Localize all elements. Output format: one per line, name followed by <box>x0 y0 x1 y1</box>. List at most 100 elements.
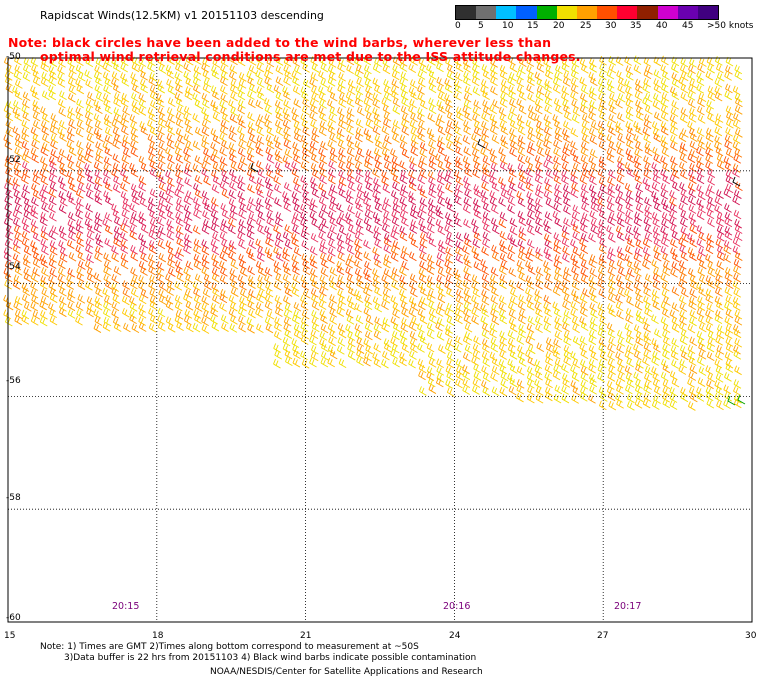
legend-swatch <box>697 6 719 19</box>
wind-barb <box>635 379 643 389</box>
wind-barb <box>670 120 679 130</box>
wind-barb <box>417 107 425 117</box>
wind-barb <box>553 244 561 255</box>
wind-barb <box>148 230 157 240</box>
wind-barb <box>103 266 111 276</box>
wind-barb <box>129 230 138 241</box>
wind-barb <box>265 287 274 298</box>
wind-barb <box>255 146 264 157</box>
wind-barb <box>688 84 696 94</box>
wind-barb <box>581 120 590 131</box>
wind-barb <box>220 267 228 277</box>
wind-barb <box>138 281 146 292</box>
wind-barb <box>23 149 32 159</box>
wind-barb <box>311 188 320 198</box>
wind-barb <box>273 266 282 276</box>
wind-barb <box>49 287 58 298</box>
wind-barb <box>104 146 113 157</box>
wind-barb <box>482 238 490 249</box>
wind-barb <box>32 232 41 242</box>
wind-barb <box>472 343 481 353</box>
wind-barb <box>536 78 545 88</box>
wind-barb <box>463 301 472 312</box>
wind-barb <box>149 218 158 228</box>
wind-barb <box>463 272 472 283</box>
wind-barb <box>203 310 211 320</box>
wind-barb <box>76 231 84 242</box>
wind-barb <box>13 238 21 249</box>
wind-barb <box>284 161 293 171</box>
wind-barb <box>678 365 687 375</box>
wind-barb <box>625 336 634 346</box>
wind-barb <box>705 189 713 200</box>
wind-barb <box>618 267 626 277</box>
wind-barb <box>454 135 463 145</box>
wind-barb <box>85 182 94 193</box>
wind-barb <box>67 309 76 319</box>
wind-barb <box>204 280 212 291</box>
wind-barb <box>653 343 661 353</box>
wind-barb <box>491 365 500 376</box>
wind-barb <box>732 296 741 306</box>
wind-barb <box>13 190 22 200</box>
wind-barb <box>363 71 372 82</box>
wind-barb <box>688 204 697 214</box>
wind-barb <box>499 211 508 222</box>
wind-barb <box>255 301 264 312</box>
wind-barb <box>148 76 157 87</box>
wind-barb <box>138 211 147 221</box>
wind-barb <box>94 176 103 187</box>
wind-barb <box>436 62 444 73</box>
wind-barb <box>275 56 284 66</box>
wind-barb <box>554 330 563 341</box>
wind-barb <box>301 183 310 194</box>
wind-barb <box>552 286 561 297</box>
wind-barb <box>238 260 247 270</box>
wind-barb <box>275 91 284 102</box>
wind-barb <box>32 69 41 80</box>
wind-barb <box>310 329 319 339</box>
wind-barb <box>590 202 599 213</box>
wind-barb <box>715 386 724 396</box>
wind-barb <box>40 77 49 88</box>
wind-barb <box>426 275 435 285</box>
wind-barb <box>275 119 283 130</box>
wind-barb <box>230 280 239 290</box>
wind-barb <box>417 70 426 80</box>
wind-barb <box>733 344 741 355</box>
wind-barb <box>625 273 633 284</box>
lat-label: -60 <box>6 613 21 623</box>
wind-barb <box>482 90 490 100</box>
wind-barb <box>490 308 498 319</box>
wind-barb <box>553 163 561 173</box>
wind-barb <box>32 104 41 115</box>
wind-barb <box>534 98 543 109</box>
wind-barb <box>30 272 39 283</box>
wind-barb <box>562 146 570 157</box>
wind-barb <box>318 147 326 158</box>
wind-barb <box>22 98 30 109</box>
wind-barb <box>319 99 327 109</box>
wind-barb <box>500 189 509 200</box>
wind-barb <box>337 106 345 117</box>
wind-barb <box>291 338 300 348</box>
wind-barb <box>373 118 382 129</box>
wind-barb <box>454 71 463 82</box>
wind-barb <box>247 111 255 122</box>
wind-barb <box>201 266 210 277</box>
wind-barb <box>49 211 57 222</box>
wind-barb <box>157 307 166 318</box>
wind-barb <box>310 267 318 278</box>
wind-barb <box>256 252 265 262</box>
wind-barb <box>167 246 176 257</box>
wind-barb <box>183 105 192 116</box>
wind-barb <box>318 161 327 172</box>
wind-barb <box>553 139 561 150</box>
wind-barb <box>597 191 606 201</box>
wind-barb <box>679 309 687 320</box>
wind-barb <box>408 105 416 115</box>
wind-barb <box>527 238 535 249</box>
wind-barb <box>410 79 418 89</box>
wind-barb <box>210 154 218 164</box>
